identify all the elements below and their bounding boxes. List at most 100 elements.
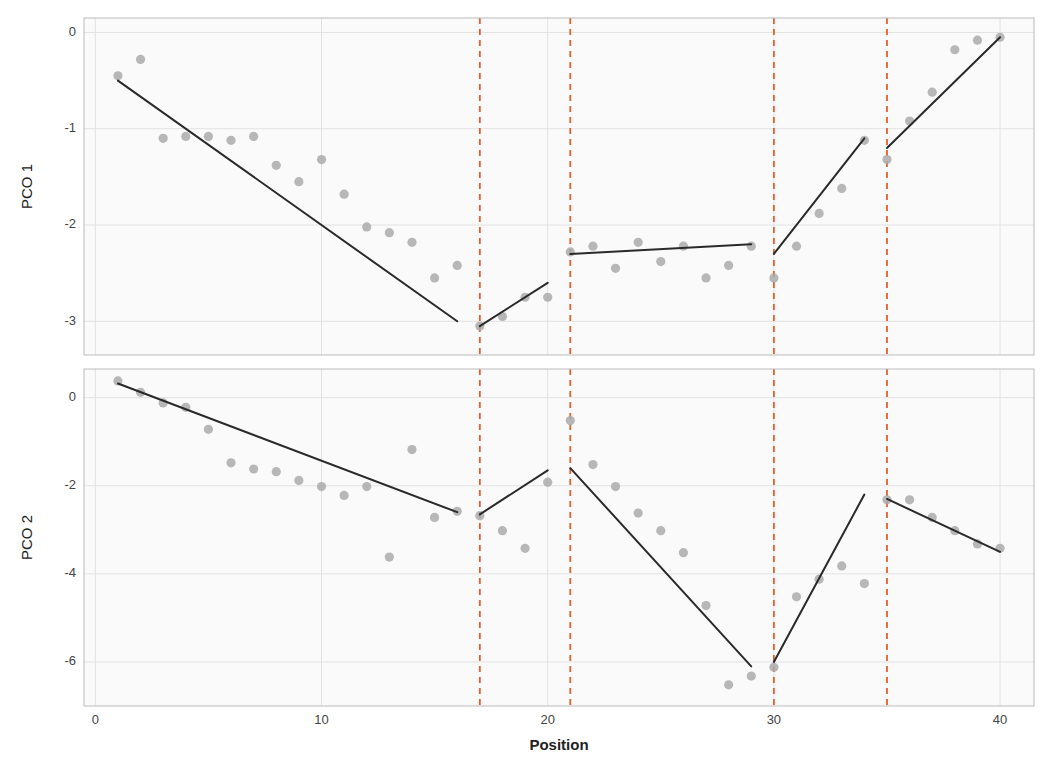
scatter-point: [317, 155, 326, 164]
grid-line: [84, 485, 1034, 486]
scatter-point: [634, 238, 643, 247]
scatter-point: [362, 222, 371, 231]
scatter-point: [566, 416, 575, 425]
scatter-point: [249, 132, 258, 141]
scatter-point: [204, 425, 213, 434]
trend-line: [118, 81, 457, 322]
grid-line: [84, 661, 1034, 662]
x-tick-label: 20: [540, 712, 554, 727]
grid-line: [84, 128, 1034, 129]
scatter-point: [204, 132, 213, 141]
scatter-point: [340, 190, 349, 199]
x-tick-label: 10: [314, 712, 328, 727]
scatter-point: [249, 464, 258, 473]
panel: 0-2-4-6010203040PCO 2Position: [18, 369, 1034, 753]
scatter-point: [860, 579, 869, 588]
breakpoint-line: [479, 369, 481, 706]
trend-line: [570, 468, 751, 666]
scatter-point: [905, 495, 914, 504]
trend-line: [774, 138, 864, 254]
plot-frame: [84, 18, 1034, 355]
y-tick-label: 0: [69, 24, 76, 39]
scatter-point: [634, 508, 643, 517]
scatter-point: [588, 460, 597, 469]
trend-line: [774, 495, 864, 662]
scatter-point: [769, 663, 778, 672]
y-tick-label: -1: [64, 120, 76, 135]
grid-line: [84, 573, 1034, 574]
scatter-point: [362, 482, 371, 491]
marks: [113, 369, 1004, 706]
trend-line: [480, 283, 548, 326]
scatter-point: [588, 242, 597, 251]
scatter-point: [407, 238, 416, 247]
scatter-point: [159, 134, 168, 143]
y-tick-label: -6: [64, 653, 76, 668]
marks: [113, 18, 1004, 355]
scatter-point: [543, 293, 552, 302]
grid-line: [1000, 369, 1001, 706]
scatter-point: [950, 45, 959, 54]
scatter-point: [815, 209, 824, 218]
y-tick-label: 0: [69, 389, 76, 404]
breakpoint-line: [773, 18, 775, 355]
y-tick-label: -4: [64, 565, 76, 580]
scatter-point: [272, 161, 281, 170]
grid-line: [95, 369, 96, 706]
breakpoint-line: [569, 18, 571, 355]
breakpoint-line: [886, 369, 888, 706]
scatter-point: [294, 476, 303, 485]
scatter-point: [430, 273, 439, 282]
grid-line: [321, 369, 322, 706]
breakpoint-line: [479, 18, 481, 355]
y-tick-label: -2: [64, 477, 76, 492]
scatter-point: [656, 526, 665, 535]
breakpoint-line: [773, 369, 775, 706]
scatter-point: [973, 36, 982, 45]
grid-line: [773, 369, 774, 706]
scatter-point: [656, 257, 665, 266]
scatter-point: [724, 261, 733, 270]
grid-line: [95, 18, 96, 355]
scatter-point: [317, 482, 326, 491]
scatter-point: [792, 242, 801, 251]
plot-background: [84, 18, 1034, 355]
scatter-point: [226, 458, 235, 467]
grid-line: [547, 18, 548, 355]
scatter-point: [611, 264, 620, 273]
grid-line: [773, 18, 774, 355]
grid-line: [1000, 18, 1001, 355]
scatter-point: [453, 261, 462, 270]
scatter-point: [837, 184, 846, 193]
trend-line: [887, 37, 1000, 148]
y-tick-label: -3: [64, 313, 76, 328]
breakpoint-line: [886, 18, 888, 355]
grid-line: [84, 321, 1034, 322]
scatter-point: [294, 177, 303, 186]
scatter-point: [611, 482, 620, 491]
grid-line: [321, 18, 322, 355]
plot-frame: [84, 369, 1034, 706]
scatter-point: [520, 544, 529, 553]
scatter-point: [498, 526, 507, 535]
y-tick-label: -2: [64, 216, 76, 231]
scatter-point: [747, 242, 756, 251]
scatter-point: [792, 592, 801, 601]
scatter-point: [181, 132, 190, 141]
panel: 0 -1 -2 -3 PCO 1: [18, 18, 1034, 355]
grid-line: [84, 225, 1034, 226]
plot-background: [84, 369, 1034, 706]
scatter-point: [882, 155, 891, 164]
scatter-point: [905, 116, 914, 125]
scatter-point: [837, 561, 846, 570]
scatter-point: [747, 671, 756, 680]
grid-line: [84, 32, 1034, 33]
scatter-point: [407, 445, 416, 454]
x-axis-label: Position: [529, 736, 588, 753]
y-axis-label: PCO 1: [18, 164, 35, 209]
scatter-point: [430, 513, 439, 522]
scatter-point: [701, 273, 710, 282]
y-axis-label: PCO 2: [18, 515, 35, 560]
scatter-point: [113, 71, 122, 80]
x-tick-label: 30: [767, 712, 781, 727]
